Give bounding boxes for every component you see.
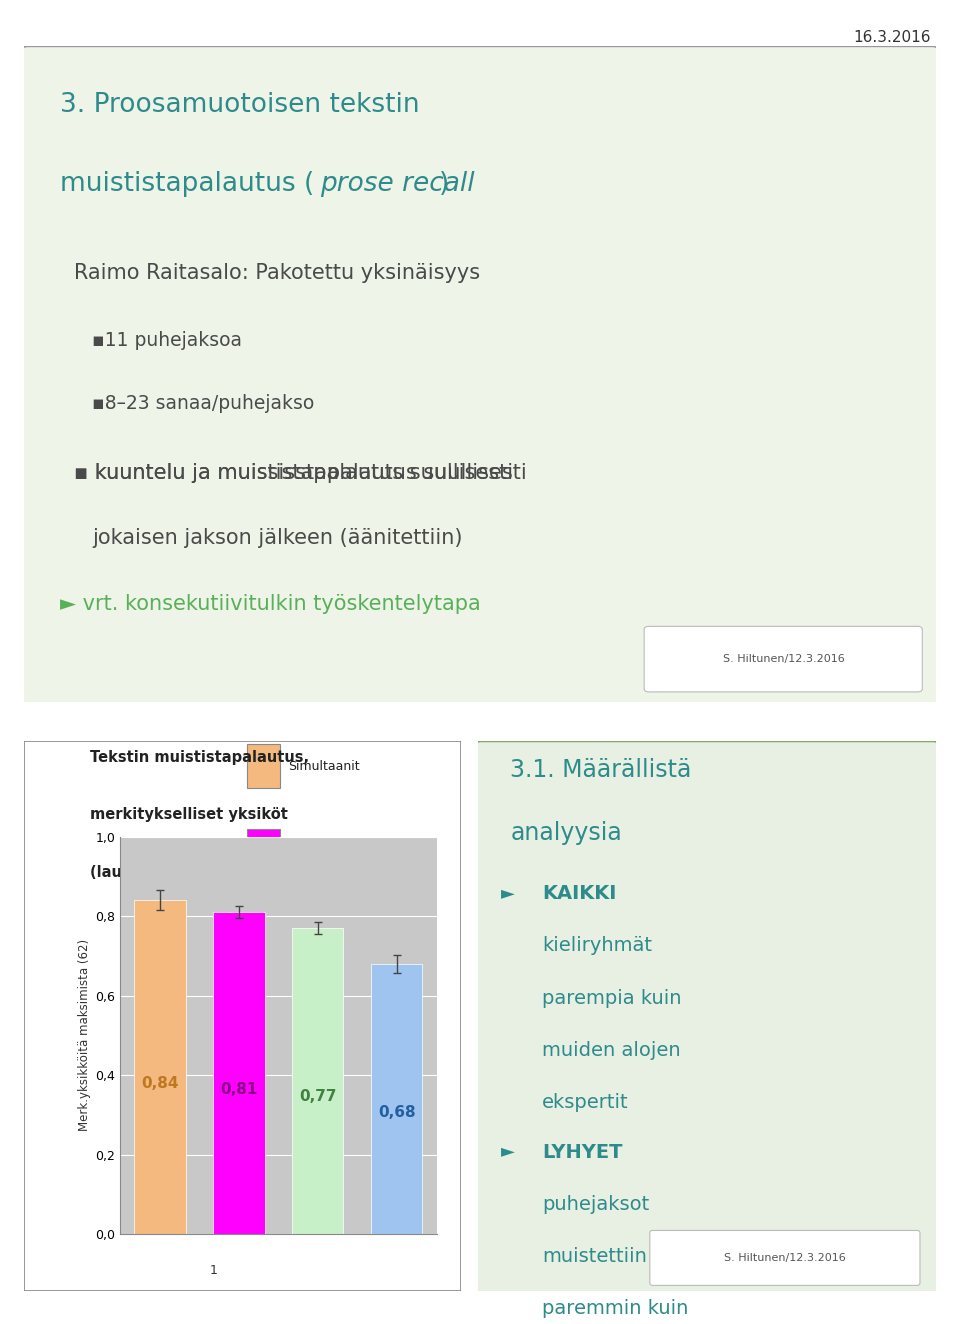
Text: 3. Proosamuotoisen tekstin: 3. Proosamuotoisen tekstin bbox=[60, 93, 420, 118]
Y-axis label: Merk.yksikköitä maksimista (62): Merk.yksikköitä maksimista (62) bbox=[78, 939, 91, 1132]
Text: parempia kuin: parempia kuin bbox=[542, 989, 682, 1008]
Text: Muiden alojen ekspertit: Muiden alojen ekspertit bbox=[288, 1016, 436, 1029]
Text: LYHYET: LYHYET bbox=[542, 1143, 623, 1161]
Text: 1: 1 bbox=[210, 1264, 218, 1278]
Text: 3.1. Määrällistä: 3.1. Määrällistä bbox=[510, 757, 691, 782]
FancyBboxPatch shape bbox=[24, 741, 461, 1291]
Text: Simultaanit: Simultaanit bbox=[288, 760, 360, 773]
Text: paremmin kuin: paremmin kuin bbox=[542, 1299, 688, 1319]
Text: ▪ kuuntelu ja muististapalautus suullisesti: ▪ kuuntelu ja muististapalautus suullise… bbox=[74, 462, 514, 482]
Text: ): ) bbox=[439, 171, 449, 197]
FancyBboxPatch shape bbox=[247, 744, 279, 788]
Text: ►: ► bbox=[501, 1143, 515, 1161]
Text: KAIKKI: KAIKKI bbox=[542, 884, 616, 903]
Text: S. Hiltunen/12.3.2016: S. Hiltunen/12.3.2016 bbox=[723, 654, 845, 665]
FancyBboxPatch shape bbox=[19, 46, 941, 704]
Bar bbox=[292, 928, 344, 1234]
Bar bbox=[134, 900, 185, 1234]
Text: 0,68: 0,68 bbox=[378, 1106, 416, 1120]
Text: 0,81: 0,81 bbox=[220, 1082, 257, 1096]
Text: S. Hiltunen/12.3.2016: S. Hiltunen/12.3.2016 bbox=[724, 1253, 846, 1263]
FancyBboxPatch shape bbox=[247, 1000, 279, 1043]
Text: ▪ kuuntelu ja muississtapalautus suullisesti: ▪ kuuntelu ja muississtapalautus suullis… bbox=[74, 462, 527, 482]
Text: kieliryhmät: kieliryhmät bbox=[542, 936, 652, 956]
Text: 16.3.2016: 16.3.2016 bbox=[853, 30, 931, 45]
Text: merkitykselliset yksiköt: merkitykselliset yksiköt bbox=[89, 808, 287, 822]
Text: ekspertit: ekspertit bbox=[542, 1094, 629, 1112]
Text: 0,84: 0,84 bbox=[141, 1076, 179, 1091]
Text: muiden alojen: muiden alojen bbox=[542, 1041, 681, 1061]
FancyBboxPatch shape bbox=[476, 741, 938, 1294]
Bar bbox=[213, 912, 265, 1234]
FancyBboxPatch shape bbox=[644, 626, 923, 692]
Text: muistettiin: muistettiin bbox=[542, 1247, 647, 1266]
Text: (lause, lauseenvastike): (lause, lauseenvastike) bbox=[89, 865, 281, 880]
Text: Tekstin muististapalautus,: Tekstin muististapalautus, bbox=[89, 749, 309, 765]
Text: ►: ► bbox=[501, 884, 515, 902]
Text: prose recall: prose recall bbox=[321, 171, 475, 197]
Text: analyysia: analyysia bbox=[510, 821, 622, 845]
Text: 1: 1 bbox=[591, 1258, 599, 1271]
Text: 0,77: 0,77 bbox=[300, 1088, 337, 1104]
Text: ▪8–23 sanaa/puhejakso: ▪8–23 sanaa/puhejakso bbox=[92, 393, 315, 413]
Text: muististapalautus (: muististapalautus ( bbox=[60, 171, 315, 197]
FancyBboxPatch shape bbox=[650, 1230, 920, 1286]
Text: Konsekutiivit: Konsekutiivit bbox=[288, 845, 368, 858]
FancyBboxPatch shape bbox=[247, 829, 279, 874]
Text: Raimo Raitasalo: Pakotettu yksinäisyys: Raimo Raitasalo: Pakotettu yksinäisyys bbox=[74, 262, 480, 282]
Text: puhejaksot: puhejaksot bbox=[542, 1194, 649, 1214]
Text: jokaisen jakson jälkeen (äänitettiin): jokaisen jakson jälkeen (äänitettiin) bbox=[92, 528, 463, 548]
Bar bbox=[372, 964, 422, 1234]
FancyBboxPatch shape bbox=[247, 915, 279, 959]
Text: ► vrt. konsekutiivitulkin työskentelytapa: ► vrt. konsekutiivitulkin työskentelytap… bbox=[60, 593, 481, 613]
Text: ▪11 puhejaksoa: ▪11 puhejaksoa bbox=[92, 331, 242, 351]
Text: Opettajat: Opettajat bbox=[288, 929, 348, 943]
